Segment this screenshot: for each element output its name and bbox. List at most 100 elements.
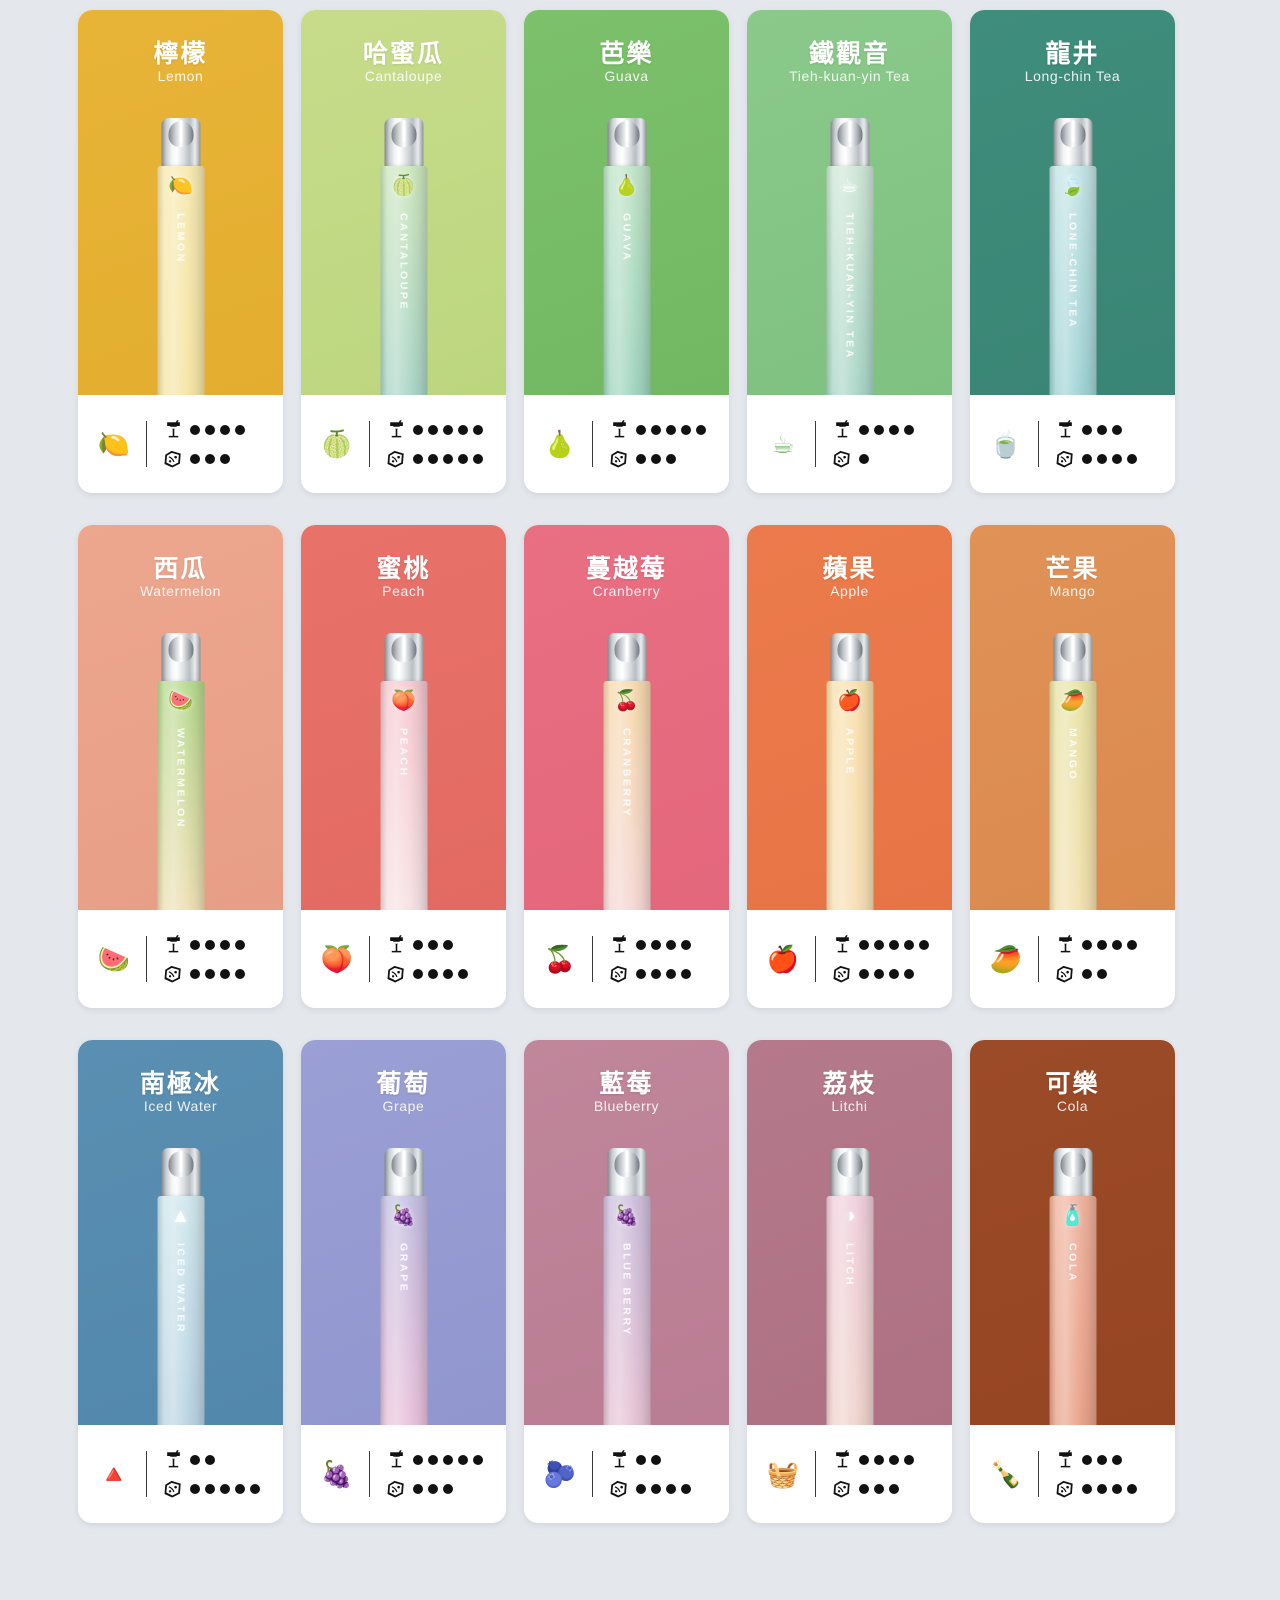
ice-cube-icon — [1055, 1478, 1075, 1500]
device-vertical-label-text: LEMON — [174, 213, 187, 264]
product-name-zh: 南極冰 — [139, 1070, 221, 1098]
cocktail-glass-icon — [1055, 934, 1075, 956]
product-card[interactable]: 哈蜜瓜 Cantaloupe 🍈 CANTALOUPE 🍈 — [301, 10, 506, 493]
ice-cube-icon — [832, 1478, 852, 1500]
cranberry-icon: 🍒 — [543, 944, 577, 974]
rating-dot — [889, 968, 899, 979]
cocktail-glass-icon — [832, 419, 852, 441]
ice-rating-row — [1055, 448, 1137, 470]
rating-dot — [250, 1483, 260, 1494]
product-card[interactable]: 鐵觀音 Tieh-kuan-yin Tea ☕ TIEH-KUAN-YIN TEA ☕ — [747, 10, 952, 493]
device-body — [603, 1196, 650, 1425]
ice-cube-icon — [163, 1478, 183, 1500]
cola-bottle-icon: 🍾 — [989, 1459, 1023, 1489]
litchi-basket-icon: 🧺 — [766, 1459, 800, 1489]
rating-dot — [190, 939, 200, 950]
product-name-zh: 可樂 — [1045, 1070, 1100, 1098]
device-vertical-label-text: LONE-CHIN TEA — [1066, 213, 1079, 330]
product-footer: 🍾 — [970, 1425, 1175, 1523]
rating-dot — [443, 968, 453, 979]
device-mouthpiece — [607, 118, 646, 170]
guava-pear-icon: 🍐 — [543, 429, 577, 459]
device-vertical-label-text: CRANBERRY — [620, 728, 633, 819]
product-card[interactable]: 南極冰 Iced Water ▲ ICED WATER 🔺 — [78, 1040, 283, 1523]
ice-rating-row — [609, 448, 706, 470]
device-body — [157, 166, 204, 395]
product-card[interactable]: 藍莓 Blueberry 🍇 BLUE BERRY 🫐 — [524, 1040, 729, 1523]
rating-dot — [681, 939, 691, 950]
product-card[interactable]: 蜜桃 Peach 🍑 PEACH 🍑 — [301, 525, 506, 1008]
product-name-en: Cantaloupe — [364, 68, 443, 84]
product-name-en: Watermelon — [140, 583, 221, 599]
rating-dot — [651, 453, 661, 464]
product-card[interactable]: 葡萄 Grape 🍇 GRAPE 🍇 — [301, 1040, 506, 1523]
flavor-dots — [413, 1454, 483, 1465]
rating-block — [157, 419, 245, 470]
product-footer: 🍑 — [301, 910, 506, 1008]
ice-dots — [1082, 1483, 1137, 1494]
product-hero: 葡萄 Grape 🍇 GRAPE — [301, 1040, 506, 1425]
rating-dot — [696, 424, 706, 435]
rating-dot — [1097, 968, 1107, 979]
ice-rating-row — [609, 1478, 691, 1500]
rating-dot — [413, 939, 423, 950]
product-name-en: Cola — [1056, 1098, 1089, 1114]
rating-dot — [651, 939, 661, 950]
product-card[interactable]: 芭樂 Guava 🍐 GUAVA 🍐 — [524, 10, 729, 493]
product-card[interactable]: 蔓越莓 Cranberry 🍒 CRANBERRY 🍒 — [524, 525, 729, 1008]
device-vertical-label: CANTALOUPE — [380, 213, 427, 311]
vape-device-image: 🍋 LEMON — [157, 118, 204, 395]
device-mouthpiece — [1053, 118, 1092, 170]
rating-dot — [205, 939, 215, 950]
flavor-dots — [190, 939, 245, 950]
rating-dot — [874, 939, 884, 950]
ice-cube-icon — [1055, 448, 1075, 470]
product-name-en: Peach — [382, 583, 425, 599]
product-card[interactable]: 可樂 Cola 🧴 COLA 🍾 — [970, 1040, 1175, 1523]
rating-dot — [904, 939, 914, 950]
product-card[interactable]: 荔枝 Litchi ◑ LITCH 🧺 — [747, 1040, 952, 1523]
product-card[interactable]: 芒果 Mango 🥭 MANGO 🥭 — [970, 525, 1175, 1008]
rating-block — [826, 1449, 914, 1500]
rating-block — [380, 934, 468, 985]
product-name-zh: 西瓜 — [153, 555, 208, 583]
device-body — [826, 1196, 873, 1425]
rating-dot — [666, 1483, 676, 1494]
rating-dot — [1112, 453, 1122, 464]
device-vertical-label-text: BLUE BERRY — [620, 1243, 633, 1337]
device-mouthpiece — [830, 1148, 869, 1200]
device-vertical-label-text: GRAPE — [397, 1243, 410, 1294]
product-name-en: Lemon — [157, 68, 204, 84]
product-footer: 🍐 — [524, 395, 729, 493]
ice-cube-icon — [386, 448, 406, 470]
vape-device-image: 🥭 MANGO — [1049, 633, 1096, 910]
flavor-dots — [190, 1454, 215, 1465]
product-name-zh: 芭樂 — [599, 40, 654, 68]
vape-device-image: ▲ ICED WATER — [157, 1148, 204, 1425]
product-hero: 龍井 Long-chin Tea 🍃 LONE-CHIN TEA — [970, 10, 1175, 395]
rating-dot — [889, 939, 899, 950]
footer-divider — [592, 936, 593, 982]
rating-dot — [1082, 1483, 1092, 1494]
ice-cube-icon — [386, 1478, 406, 1500]
rating-dot — [874, 968, 884, 979]
product-card[interactable]: 西瓜 Watermelon 🍉 WATERMELON 🍉 — [78, 525, 283, 1008]
ice-dots — [636, 1483, 691, 1494]
device-mouthpiece — [607, 1148, 646, 1200]
ice-rating-row — [832, 1478, 914, 1500]
product-hero: 蘋果 Apple 🍎 APPLE — [747, 525, 952, 910]
product-card[interactable]: 蘋果 Apple 🍎 APPLE 🍎 — [747, 525, 952, 1008]
flavor-dots — [1082, 939, 1137, 950]
footer-divider — [592, 1451, 593, 1497]
product-card[interactable]: 檸檬 Lemon 🍋 LEMON 🍋 — [78, 10, 283, 493]
iceberg-pod-icon: ▲ — [170, 1205, 191, 1227]
ice-cube-icon — [163, 448, 183, 470]
device-mouthpiece — [1053, 1148, 1092, 1200]
cocktail-glass-icon — [1055, 419, 1075, 441]
product-card[interactable]: 龍井 Long-chin Tea 🍃 LONE-CHIN TEA 🍵 — [970, 10, 1175, 493]
device-vertical-label-text: MANGO — [1066, 728, 1079, 782]
ice-dots — [190, 1483, 260, 1494]
cola-bottle-pod-icon: 🧴 — [1060, 1205, 1085, 1227]
rating-dot — [473, 453, 483, 464]
cantaloupe-pod-icon: 🍈 — [391, 175, 416, 197]
